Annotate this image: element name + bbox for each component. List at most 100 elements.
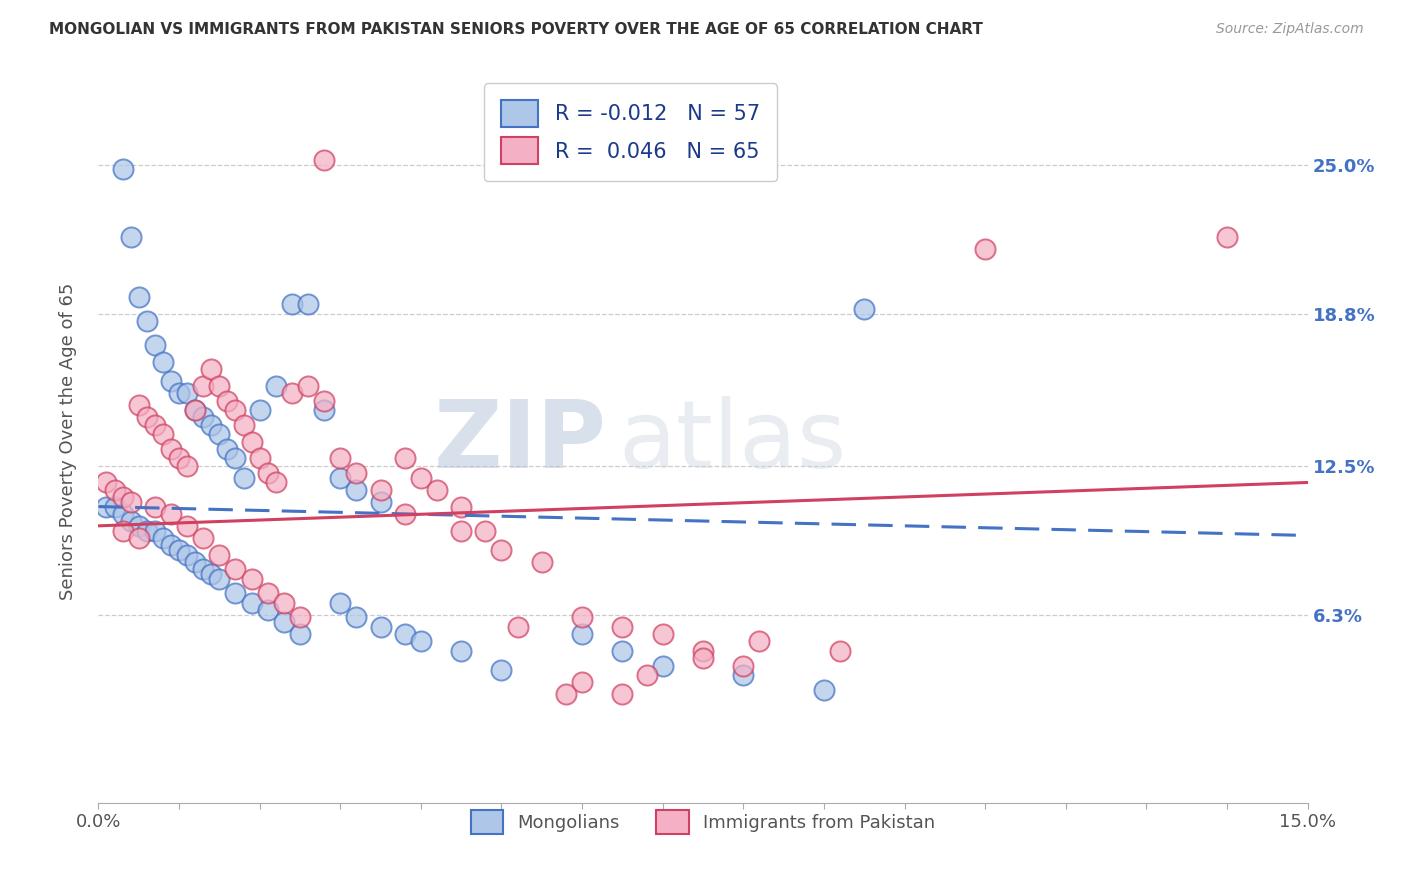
Point [128, 290, 150, 304]
Point [135, 524, 157, 538]
Point [828, 644, 851, 658]
Point [1216, 229, 1239, 244]
Point [152, 531, 174, 545]
Point [217, 393, 239, 408]
Point [813, 682, 835, 697]
Point [853, 301, 876, 316]
Point [135, 410, 157, 425]
Point [103, 500, 125, 514]
Point [612, 620, 634, 634]
Point [651, 658, 673, 673]
Point [208, 548, 231, 562]
Point [167, 451, 190, 466]
Point [288, 610, 311, 624]
Point [120, 514, 142, 528]
Point [297, 297, 319, 311]
Point [152, 355, 174, 369]
Point [571, 675, 593, 690]
Legend: Mongolians, Immigrants from Pakistan: Mongolians, Immigrants from Pakistan [464, 803, 942, 841]
Point [103, 483, 125, 497]
Point [143, 500, 166, 514]
Point [329, 471, 352, 485]
Point [160, 442, 183, 456]
Point [240, 572, 263, 586]
Point [273, 596, 295, 610]
Point [193, 379, 215, 393]
Point [143, 524, 166, 538]
Point [96, 475, 118, 490]
Point [208, 427, 231, 442]
Point [96, 500, 118, 514]
Point [240, 434, 263, 449]
Point [264, 475, 287, 490]
Point [184, 403, 207, 417]
Point [370, 483, 392, 497]
Point [224, 562, 246, 576]
Point [314, 393, 336, 408]
Point [193, 410, 215, 425]
Point [450, 644, 472, 658]
Point [288, 627, 311, 641]
Point [120, 229, 142, 244]
Point [128, 531, 150, 545]
Point [143, 417, 166, 432]
Point [474, 524, 496, 538]
Point [224, 586, 246, 600]
Point [176, 518, 198, 533]
Point [450, 524, 472, 538]
Point [176, 386, 198, 401]
Point [692, 651, 714, 665]
Point [329, 596, 352, 610]
Point [748, 634, 770, 648]
Point [176, 458, 198, 473]
Point [506, 620, 529, 634]
Point [491, 664, 513, 678]
Point [208, 572, 231, 586]
Point [256, 603, 278, 617]
Point [344, 483, 367, 497]
Point [193, 562, 215, 576]
Point [394, 451, 416, 466]
Point [152, 427, 174, 442]
Point [636, 668, 658, 682]
Point [491, 542, 513, 557]
Point [297, 379, 319, 393]
Point [193, 531, 215, 545]
Point [111, 507, 134, 521]
Point [314, 153, 336, 167]
Point [208, 379, 231, 393]
Point [135, 314, 157, 328]
Point [281, 297, 304, 311]
Point [160, 374, 183, 388]
Point [394, 627, 416, 641]
Point [111, 162, 134, 177]
Point [128, 398, 150, 412]
Point [224, 451, 246, 466]
Point [200, 417, 222, 432]
Point [111, 524, 134, 538]
Point [974, 242, 997, 256]
Point [143, 338, 166, 352]
Point [571, 627, 593, 641]
Point [249, 451, 271, 466]
Y-axis label: Seniors Poverty Over the Age of 65: Seniors Poverty Over the Age of 65 [59, 283, 77, 600]
Point [314, 403, 336, 417]
Point [370, 494, 392, 508]
Point [232, 417, 254, 432]
Point [450, 500, 472, 514]
Point [409, 634, 432, 648]
Point [394, 507, 416, 521]
Point [344, 610, 367, 624]
Point [217, 442, 239, 456]
Point [612, 687, 634, 701]
Point [167, 386, 190, 401]
Point [733, 668, 755, 682]
Point [256, 466, 278, 480]
Point [160, 538, 183, 552]
Point [530, 555, 553, 569]
Point [426, 483, 449, 497]
Point [232, 471, 254, 485]
Point [571, 610, 593, 624]
Point [224, 403, 246, 417]
Point [249, 403, 271, 417]
